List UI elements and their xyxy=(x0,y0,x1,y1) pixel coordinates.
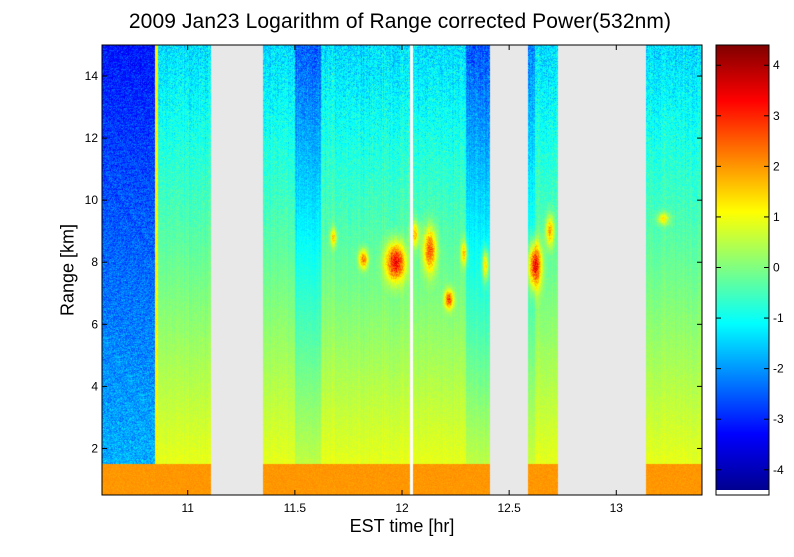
colorbar-tick-label: -1 xyxy=(773,311,784,325)
x-tick-label: 12 xyxy=(395,501,409,515)
heatmap-raster xyxy=(102,45,702,495)
colorbar-ticks: 4 3 2 1 0 -1 -2 -3 -4 xyxy=(716,58,784,477)
y-tick-label: 10 xyxy=(85,193,99,207)
x-tick-label: 11 xyxy=(181,501,194,515)
colorbar: 4 3 2 1 0 -1 -2 -3 -4 xyxy=(715,44,784,496)
colorbar-gradient xyxy=(716,45,769,490)
colorbar-tick-label: -3 xyxy=(773,412,784,426)
x-tick-label: 13 xyxy=(610,501,624,515)
colorbar-tick-label: 2 xyxy=(773,159,780,173)
chart-title: 2009 Jan23 Logarithm of Range corrected … xyxy=(128,10,672,33)
y-tick-label: 6 xyxy=(91,317,98,331)
heatmap-image xyxy=(102,45,702,495)
colorbar-tick-label: -2 xyxy=(773,362,784,376)
colorbar-tick-label: -4 xyxy=(773,463,784,477)
x-axis-ticks: 11 11.5 12 12.5 13 xyxy=(181,45,623,515)
colorbar-tick-label: 4 xyxy=(773,58,780,72)
y-axis-ticks: 2 4 6 8 10 12 14 xyxy=(85,69,702,455)
x-tick-label: 12.5 xyxy=(497,501,521,515)
colorbar-tick-label: 0 xyxy=(773,261,780,275)
y-tick-label: 4 xyxy=(91,379,98,393)
y-tick-label: 8 xyxy=(91,255,98,269)
y-tick-label: 12 xyxy=(85,131,99,145)
y-tick-label: 2 xyxy=(91,441,98,455)
colorbar-tick-label: 3 xyxy=(773,109,780,123)
x-axis-label: EST time [hr] xyxy=(349,516,455,536)
y-tick-label: 14 xyxy=(85,69,99,83)
x-tick-label: 11.5 xyxy=(284,501,307,515)
colorbar-tick-label: 1 xyxy=(773,210,780,224)
colorbar-frame xyxy=(715,44,770,496)
